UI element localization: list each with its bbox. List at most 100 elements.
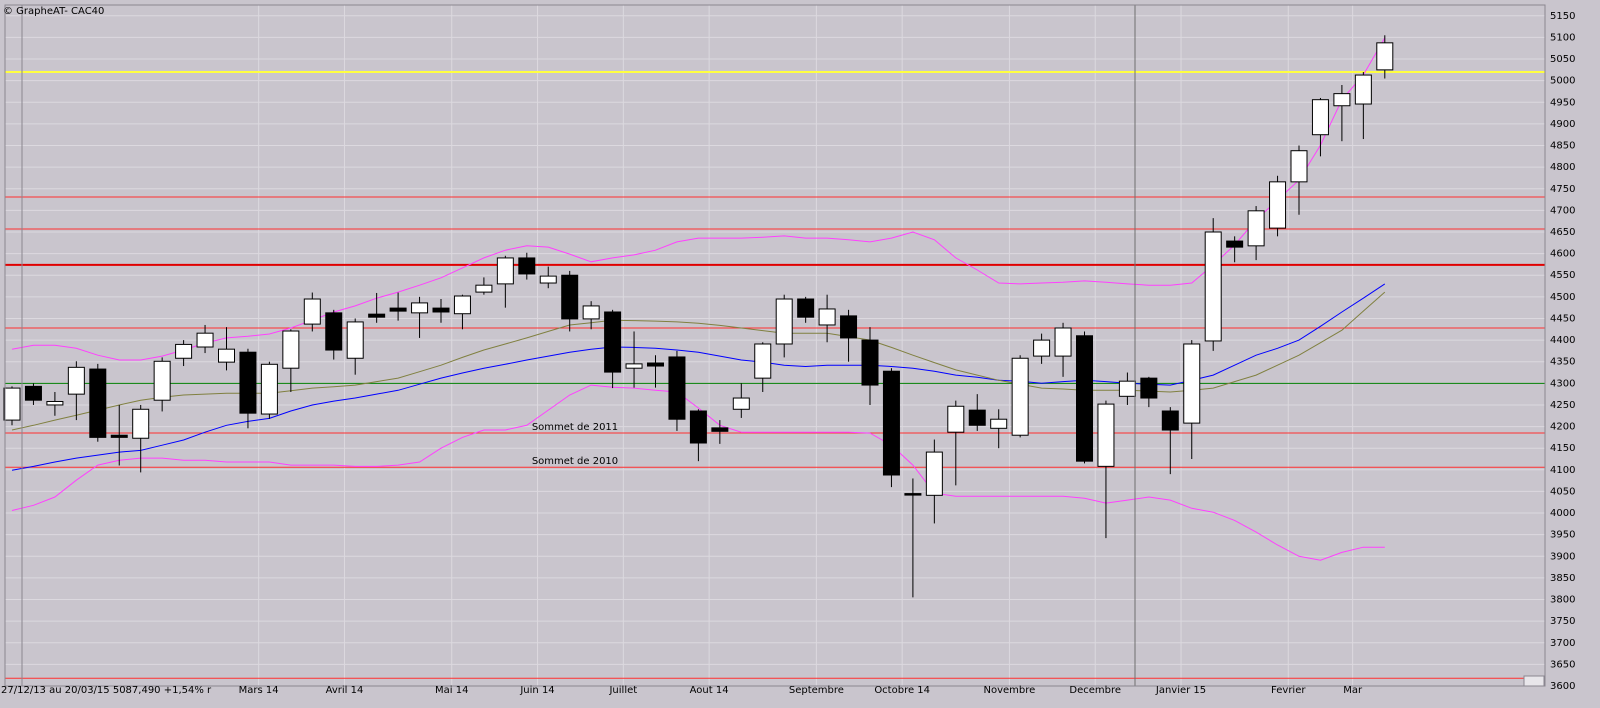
candle-body <box>647 362 664 367</box>
x-tick-label: Juillet <box>608 685 637 696</box>
y-tick-label: 3700 <box>1550 638 1575 649</box>
y-tick-label: 4500 <box>1550 292 1575 303</box>
indicator-line <box>11 384 1385 561</box>
y-tick-label: 4450 <box>1550 313 1575 324</box>
y-tick-label: 4600 <box>1550 249 1575 260</box>
candle-body <box>346 321 364 359</box>
candle-body <box>475 284 493 293</box>
y-tick-label: 4900 <box>1550 119 1575 130</box>
candle-body <box>1140 377 1158 399</box>
candle-body <box>46 400 64 406</box>
candle-body <box>1269 181 1287 229</box>
candle-body <box>196 332 214 348</box>
candle-body <box>1076 335 1093 462</box>
candle-body <box>861 339 879 386</box>
candle-body <box>582 305 600 320</box>
candle-body <box>754 343 772 379</box>
y-tick-label: 3850 <box>1550 573 1575 584</box>
candle-body <box>947 405 965 433</box>
x-tick-label: Mars 14 <box>239 685 279 696</box>
y-tick-label: 4650 <box>1550 227 1575 238</box>
y-tick-label: 4150 <box>1550 443 1575 454</box>
y-tick-label: 4950 <box>1550 97 1575 108</box>
candle-body <box>453 295 471 315</box>
candle-body <box>518 257 536 275</box>
candle-body <box>1118 380 1136 397</box>
y-tick-label: 4300 <box>1550 378 1575 389</box>
candle-body <box>1290 150 1308 183</box>
x-tick-label: Fevrier <box>1271 685 1306 696</box>
candle-body <box>1333 93 1351 107</box>
x-tick-label: Septembre <box>789 685 844 696</box>
candle-body <box>1161 410 1179 431</box>
candle-body <box>1354 74 1372 105</box>
x-tick-label: Aout 14 <box>690 685 729 696</box>
candle-body <box>689 410 707 444</box>
candle-body <box>1376 42 1394 71</box>
candle-body <box>389 307 407 312</box>
candle-body <box>132 408 150 439</box>
candle-body <box>711 427 729 432</box>
x-tick-label: Mar <box>1343 685 1363 696</box>
footer: 27/12/13 au 20/03/15 5087,490 +1,54% r <box>1 685 212 696</box>
grid <box>5 5 1545 687</box>
candle-body <box>925 451 943 496</box>
candle-body <box>539 275 557 284</box>
candle-body <box>818 308 836 326</box>
candle-body <box>368 313 386 318</box>
y-tick-label: 3800 <box>1550 595 1575 606</box>
plot-frame <box>4 4 1546 687</box>
candle-body <box>89 368 107 438</box>
candle-body <box>282 330 300 369</box>
y-tick-label: 3600 <box>1550 681 1575 692</box>
candle-body <box>411 302 429 314</box>
candle-body <box>496 257 514 285</box>
x-tick-label: Novembre <box>984 685 1036 696</box>
candle-body <box>325 312 343 351</box>
y-tick-label: 4200 <box>1550 422 1575 433</box>
y-tick-label: 4850 <box>1550 141 1575 152</box>
candle-body <box>1311 99 1329 136</box>
candle-body <box>67 366 85 395</box>
candle-body <box>303 298 321 325</box>
candle-body <box>1183 343 1201 424</box>
y-tick-label: 3750 <box>1550 616 1575 627</box>
y-tick-label: 5050 <box>1550 54 1575 65</box>
x-tick-label: Juin 14 <box>519 685 554 696</box>
candle-body <box>732 397 750 410</box>
level-label: Sommet de 2011 <box>532 422 618 433</box>
x-tick-label: Decembre <box>1069 685 1121 696</box>
candle-body <box>561 274 579 320</box>
candle-body <box>1011 357 1029 436</box>
chart-title: © GrapheAT- CAC40 <box>3 6 104 17</box>
candle-body <box>968 409 986 426</box>
candle-body <box>775 298 793 345</box>
candle-body <box>840 315 858 339</box>
x-tick-label: Mai 14 <box>435 685 468 696</box>
candle-body <box>153 360 171 401</box>
candle-body <box>904 493 922 496</box>
candle-body <box>604 311 622 373</box>
candle-body <box>882 370 900 476</box>
marks: Sommet de 2011 Sommet de 2010 <box>3 35 1545 679</box>
candle-body <box>1097 403 1115 467</box>
candle-body <box>625 363 643 369</box>
candle-body <box>1247 210 1265 247</box>
candle-body <box>175 343 193 359</box>
corner-box <box>1523 675 1545 687</box>
x-tick-label: Janvier 15 <box>1155 685 1206 696</box>
y-tick-label: 4700 <box>1550 205 1575 216</box>
y-tick-label: 5000 <box>1550 76 1575 87</box>
candle-body <box>797 298 815 318</box>
candle-body <box>1204 231 1222 342</box>
y-tick-label: 4750 <box>1550 184 1575 195</box>
y-tick-label: 4800 <box>1550 162 1575 173</box>
y-tick-label: 3950 <box>1550 530 1575 541</box>
candle-body <box>110 434 128 438</box>
candle-body <box>1054 327 1072 357</box>
candle-body <box>668 356 686 420</box>
y-tick-label: 5150 <box>1550 11 1575 22</box>
y-tick-label: 3650 <box>1550 659 1575 670</box>
